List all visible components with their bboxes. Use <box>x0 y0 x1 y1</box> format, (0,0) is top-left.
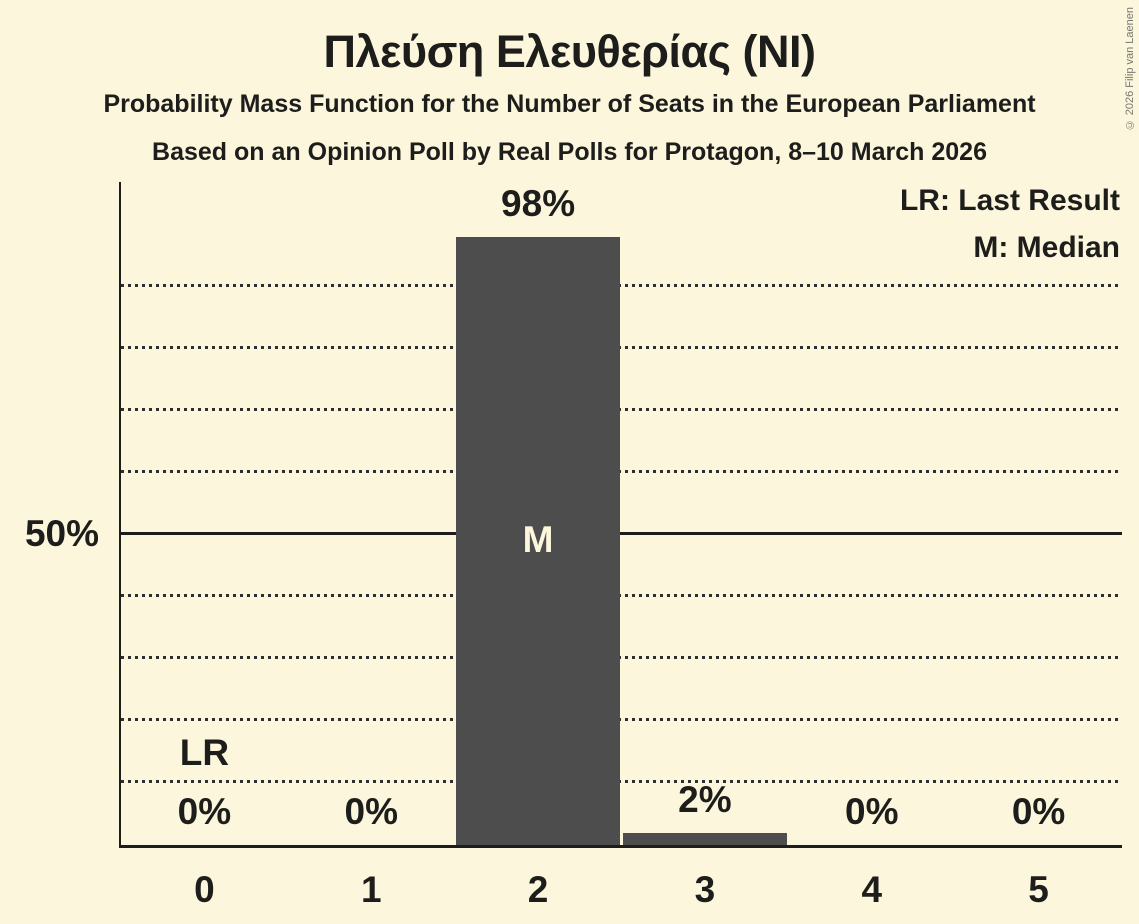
annotation-m: M <box>522 519 554 560</box>
gridline-20 <box>121 718 1122 721</box>
copyright-note: © 2026 Filip van Laenen <box>1124 7 1136 131</box>
value-label-2: 98% <box>501 183 576 225</box>
bar-3 <box>622 832 787 845</box>
gridline-90 <box>121 284 1122 287</box>
gridline-40 <box>121 594 1122 597</box>
gridline-70 <box>121 408 1122 411</box>
chart-title: Πλεύση Ελευθερίας (NI) <box>323 26 817 77</box>
chart-subtitle: Probability Mass Function for the Number… <box>103 90 1036 118</box>
legend-median: M: Median <box>973 231 1120 264</box>
gridline-50-solid <box>121 532 1122 535</box>
value-label-1: 0% <box>344 791 398 832</box>
chart-poll-source: Based on an Opinion Poll by Real Polls f… <box>152 138 987 166</box>
legend-last-result: LR: Last Result <box>899 184 1120 217</box>
x-axis-label-4: 4 <box>861 869 883 910</box>
bar-2 <box>456 237 621 845</box>
gridline-30 <box>121 656 1122 659</box>
legend: LR: Last Result M: Median <box>900 177 1120 271</box>
value-label-0: 0% <box>177 791 232 832</box>
y-axis-tick-label-50: 50% <box>24 513 99 554</box>
x-axis-label-2: 2 <box>527 869 549 910</box>
x-axis-label-3: 3 <box>694 869 716 910</box>
value-label-5: 0% <box>1011 791 1066 832</box>
x-axis-label-1: 1 <box>360 869 382 910</box>
value-label-4: 0% <box>845 791 899 832</box>
x-axis-label-0: 0 <box>194 869 215 910</box>
gridline-10 <box>121 780 1122 783</box>
gridline-80 <box>121 346 1122 349</box>
annotation-lr: LR <box>179 732 230 773</box>
plot-area: 50% 0% 0 0% 1 98% 2 2% 3 0% 4 0% 5 LR M <box>25 182 1122 908</box>
value-label-3: 2% <box>678 778 732 820</box>
x-axis-label-5: 5 <box>1028 869 1049 910</box>
gridline-60 <box>121 470 1122 473</box>
